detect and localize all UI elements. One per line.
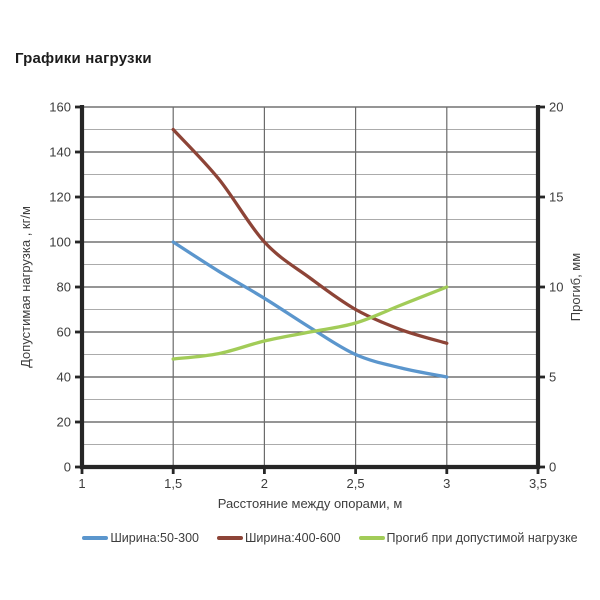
x-tick-label: 2 [261,476,268,491]
legend-line-swatch [82,536,109,540]
x-tick-label: 1,5 [164,476,182,491]
x-tick-label: 2,5 [347,476,365,491]
left-tick-label: 100 [49,235,71,250]
tick-marks [75,105,545,474]
legend-item-2: Прогиб при допустимой нагрузке [358,531,578,545]
series-line-0 [171,240,449,379]
left-tick-label: 120 [49,190,71,205]
x-axis-title: Расстояние между опорами, м [218,496,403,511]
legend-item-0: Ширина:50-300 [82,531,199,545]
left-tick-label: 140 [49,145,71,160]
right-tick-label: 10 [549,280,563,295]
series-line-2 [171,285,449,361]
x-tick-label: 3 [443,476,450,491]
right-tick-label: 0 [549,460,556,475]
right-tick-label: 5 [549,370,556,385]
legend-label: Прогиб при допустимой нагрузке [386,531,578,545]
data-series [171,127,449,379]
left-tick-label: 60 [57,325,71,340]
left-tick-label: 0 [64,460,71,475]
x-tick-label: 3,5 [529,476,547,491]
chart-title: Графики нагрузки [15,50,152,67]
tick-labels: 0 20 40 60 80 100 120 140 160 0 5 10 15 20 1 1,5 2 2,5 3 3,… [49,100,563,492]
left-y-axis-title: Допустимая нагрузка , кг/м [18,206,33,368]
right-tick-label: 15 [549,190,563,205]
legend-line-swatch [216,536,243,540]
legend-label: Ширина:50-300 [110,531,199,545]
chart-legend: Ширина:50-300 Ширина:400-600 Прогиб при до… [60,528,600,548]
right-y-axis-title: Прогиб, мм [568,253,583,321]
legend-label: Ширина:400-600 [244,531,341,545]
left-tick-label: 80 [57,280,71,295]
right-tick-label: 20 [549,100,563,115]
left-tick-label: 160 [49,100,71,115]
left-tick-label: 20 [57,415,71,430]
legend-item-1: Ширина:400-600 [216,531,341,545]
series-line-1 [171,127,449,345]
x-tick-label: 1 [78,476,85,491]
legend-line-swatch [358,536,385,540]
minor-gridlines [82,129,538,445]
left-tick-label: 40 [57,370,71,385]
major-gridlines [82,106,538,423]
